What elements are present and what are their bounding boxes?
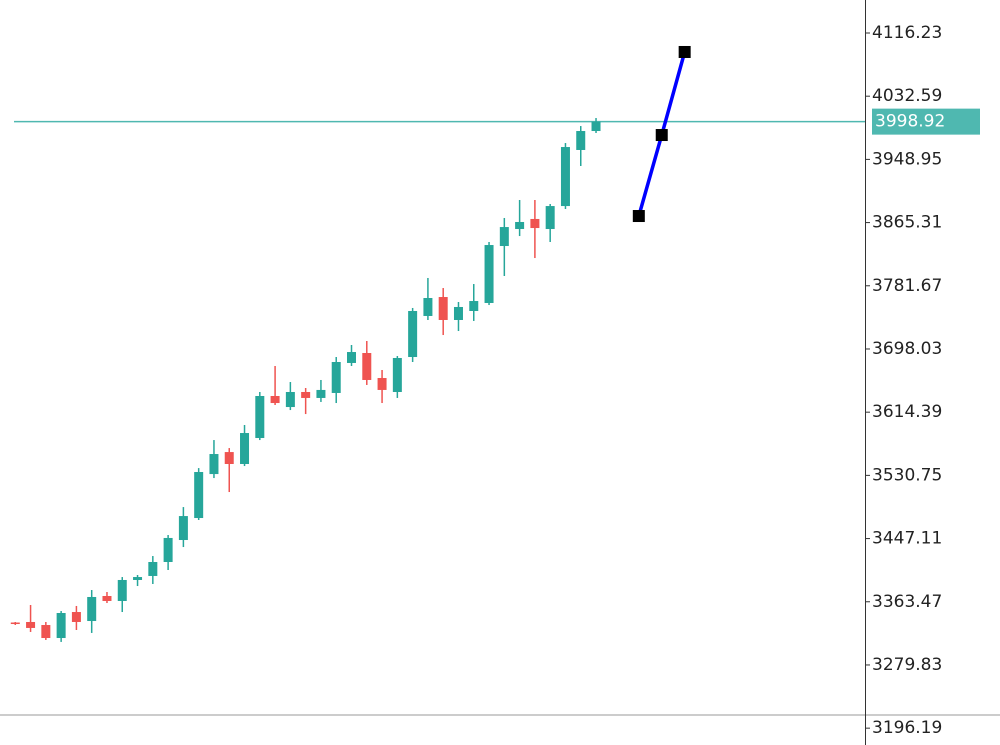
- candle-body: [133, 577, 143, 580]
- candle-body: [469, 301, 479, 311]
- candle-body: [408, 310, 418, 358]
- candle-body: [331, 361, 341, 393]
- y-tick-label: 3530.75: [872, 465, 942, 485]
- candle-body: [87, 596, 97, 622]
- candle-body: [438, 297, 448, 320]
- candle-body: [484, 245, 494, 303]
- y-tick-label: 3948.95: [872, 149, 942, 169]
- y-tick-label: 3447.11: [872, 529, 942, 549]
- y-tick-label: 4116.23: [872, 23, 942, 43]
- overlay-point: [632, 210, 645, 223]
- candle-body: [209, 454, 219, 475]
- overlay-point: [655, 129, 668, 142]
- candle-body: [71, 612, 81, 622]
- candle-body: [347, 352, 357, 363]
- candle-body: [453, 306, 463, 320]
- y-tick-label: 3614.39: [872, 402, 942, 422]
- candle-body: [41, 625, 51, 639]
- candle-body: [301, 391, 311, 398]
- candle-body: [270, 395, 280, 404]
- candle-body: [117, 579, 127, 601]
- candle-body: [194, 472, 204, 519]
- candle-body: [224, 452, 234, 465]
- y-tick-label: 4032.59: [872, 86, 942, 106]
- candle-body: [26, 621, 36, 628]
- price-label: 3998.92: [875, 112, 945, 132]
- candle-body: [56, 613, 66, 639]
- candle-body: [530, 218, 540, 229]
- candle-body: [560, 147, 570, 207]
- candle-body: [377, 378, 387, 390]
- y-tick-label: 3865.31: [872, 213, 942, 233]
- y-tick-label: 3363.47: [872, 592, 942, 612]
- candle-body: [392, 357, 402, 392]
- candle-body: [576, 131, 586, 150]
- candle-body: [423, 298, 433, 316]
- candle-body: [515, 221, 525, 230]
- candle-body: [148, 561, 158, 576]
- y-tick-label: 3196.19: [872, 718, 942, 738]
- candle-body: [362, 353, 372, 380]
- y-tick-label: 3279.83: [872, 655, 942, 675]
- candle-body: [591, 121, 601, 132]
- candle-body: [499, 227, 509, 247]
- candle-body: [545, 206, 555, 230]
- candle-body: [285, 391, 295, 408]
- candle-body: [240, 433, 250, 465]
- y-tick-label: 3698.03: [872, 339, 942, 359]
- overlay-point: [678, 45, 691, 58]
- candle-body: [163, 537, 173, 562]
- candle-body: [102, 596, 112, 601]
- y-tick-label: 3781.67: [872, 276, 942, 296]
- candle-body: [255, 395, 265, 439]
- candle-body: [316, 389, 326, 398]
- price-label-box: [872, 108, 980, 135]
- candle-body: [178, 516, 188, 541]
- candle-body: [10, 622, 20, 625]
